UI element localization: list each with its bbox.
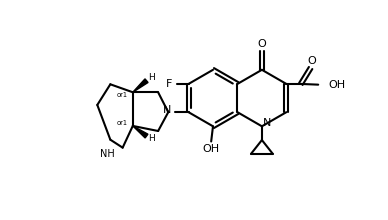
Text: F: F (166, 79, 172, 89)
Polygon shape (133, 126, 148, 138)
Text: or1: or1 (116, 92, 127, 98)
Text: N: N (262, 118, 271, 128)
Text: OH: OH (202, 144, 219, 154)
Text: H: H (148, 73, 155, 82)
Polygon shape (133, 79, 148, 92)
Text: O: O (307, 56, 316, 66)
Text: or1: or1 (116, 120, 127, 126)
Text: NH: NH (100, 149, 115, 159)
Text: OH: OH (328, 80, 345, 90)
Text: N: N (163, 105, 171, 115)
Text: H: H (148, 134, 155, 143)
Text: O: O (258, 39, 266, 49)
